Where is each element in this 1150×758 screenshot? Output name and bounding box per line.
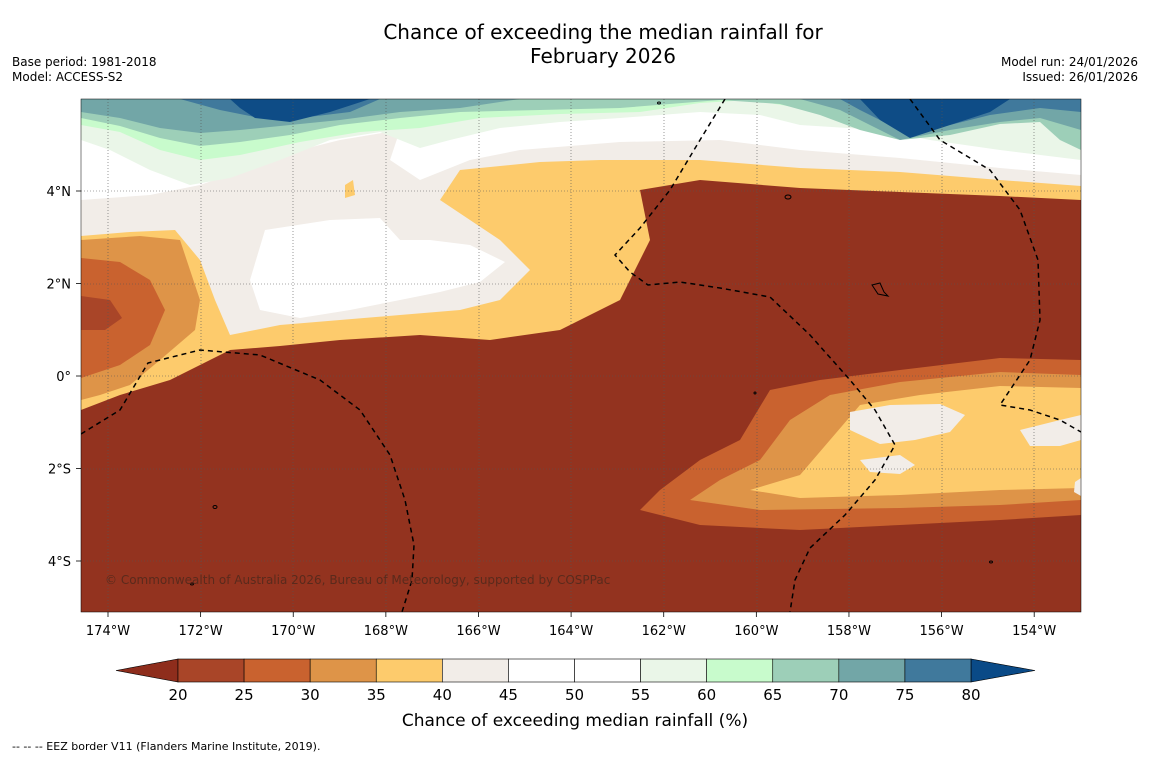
colorbar-swatch bbox=[574, 658, 641, 683]
colorbar-tick-label: 65 bbox=[763, 686, 782, 704]
y-tick-label: 2°S bbox=[48, 463, 71, 478]
colorbar-swatch bbox=[706, 658, 774, 683]
issued-date: Issued: 26/01/2026 bbox=[1022, 70, 1138, 84]
colorbar-swatch bbox=[640, 658, 707, 683]
eez-borders bbox=[81, 99, 1081, 612]
copyright-notice: © Commonwealth of Australia 2026, Bureau… bbox=[105, 573, 610, 587]
map-frame bbox=[80, 98, 1082, 613]
y-tick-label: 0° bbox=[56, 370, 71, 385]
x-tick-label: 168°W bbox=[364, 624, 408, 639]
field-40-45-east-a bbox=[850, 404, 965, 444]
y-tick-label: 4°N bbox=[47, 185, 72, 200]
colorbar-tick-label: 50 bbox=[565, 686, 584, 704]
colorbar-swatch bbox=[375, 658, 443, 683]
field-35-40-east bbox=[750, 386, 1081, 498]
title-line-1: Chance of exceeding the median rainfall … bbox=[383, 20, 823, 44]
y-tick-label: 4°S bbox=[48, 555, 71, 570]
eez-legend-note: -- -- -- EEZ border V11 (Flanders Marine… bbox=[12, 740, 321, 753]
model-name: Model: ACCESS-S2 bbox=[12, 70, 124, 84]
x-tick-label: 166°W bbox=[456, 624, 500, 639]
x-tick-label: 174°W bbox=[86, 624, 130, 639]
colorbar-tick-label: 30 bbox=[301, 686, 320, 704]
colorbar-swatch bbox=[904, 658, 972, 683]
colorbar-swatch bbox=[309, 658, 377, 683]
x-tick-label: 158°W bbox=[827, 624, 871, 639]
rainfall-map-figure: © Commonwealth of Australia 2026, Bureau… bbox=[47, 98, 1082, 731]
field-25-30-west bbox=[81, 258, 165, 378]
colorbar-extend-high bbox=[970, 658, 1036, 683]
colorbar-swatch bbox=[177, 658, 245, 683]
colorbar-tick-label: 40 bbox=[433, 686, 452, 704]
colorbar-tick-label: 70 bbox=[829, 686, 848, 704]
colorbar-tick-label: 45 bbox=[499, 686, 518, 704]
colorbar-tick-label: 35 bbox=[367, 686, 386, 704]
colorbar-swatch bbox=[838, 658, 906, 683]
field-20-25-west bbox=[81, 296, 122, 330]
x-tick-label: 170°W bbox=[271, 624, 315, 639]
colorbar-tick-label: 55 bbox=[631, 686, 650, 704]
colorbar-tick-label: 60 bbox=[697, 686, 716, 704]
field-40-45-east-d bbox=[1074, 478, 1081, 496]
colorbar-tick-label: 80 bbox=[961, 686, 980, 704]
colorbar-extend-low bbox=[115, 658, 179, 683]
chart-title: Chance of exceeding the median rainfall … bbox=[0, 20, 1150, 68]
colorbar-swatch bbox=[243, 658, 311, 683]
x-axis: 174°W 172°W 170°W 168°W 166°W 164°W 162°W 160°W… bbox=[86, 612, 1056, 639]
colorbar-swatch bbox=[772, 658, 840, 683]
meta-right: Model run: 24/01/2026 Issued: 26/01/2026 bbox=[1001, 55, 1138, 85]
title-line-2: February 2026 bbox=[530, 44, 676, 68]
y-tick-label: 2°N bbox=[47, 278, 72, 293]
x-tick-label: 164°W bbox=[549, 624, 593, 639]
colorbar-tick-label: 75 bbox=[895, 686, 914, 704]
colorbar-swatch bbox=[442, 658, 509, 683]
colorbar-label: Chance of exceeding median rainfall (%) bbox=[402, 711, 748, 731]
colorbar: 20 25 30 35 40 45 50 55 60 65 70 75 80 bbox=[115, 658, 1036, 704]
y-axis: 4°N 2°N 0° 2°S 4°S bbox=[47, 185, 81, 570]
x-tick-label: 172°W bbox=[179, 624, 223, 639]
x-tick-label: 156°W bbox=[919, 624, 963, 639]
x-tick-label: 154°W bbox=[1012, 624, 1056, 639]
meta-left: Base period: 1981-2018 Model: ACCESS-S2 bbox=[12, 55, 157, 85]
x-tick-label: 160°W bbox=[734, 624, 778, 639]
field-35-40-small bbox=[345, 180, 355, 198]
colorbar-swatch bbox=[508, 658, 575, 683]
colorbar-tick-label: 25 bbox=[235, 686, 254, 704]
field-above-80-north bbox=[230, 99, 1010, 138]
field-45-50-center bbox=[250, 218, 505, 318]
model-run: Model run: 24/01/2026 bbox=[1000, 55, 1138, 69]
map-area: © Commonwealth of Australia 2026, Bureau… bbox=[81, 99, 1081, 612]
colorbar-tick-label: 20 bbox=[168, 686, 187, 704]
islands bbox=[190, 101, 993, 586]
base-period: Base period: 1981-2018 bbox=[12, 55, 157, 69]
x-tick-label: 162°W bbox=[642, 624, 686, 639]
